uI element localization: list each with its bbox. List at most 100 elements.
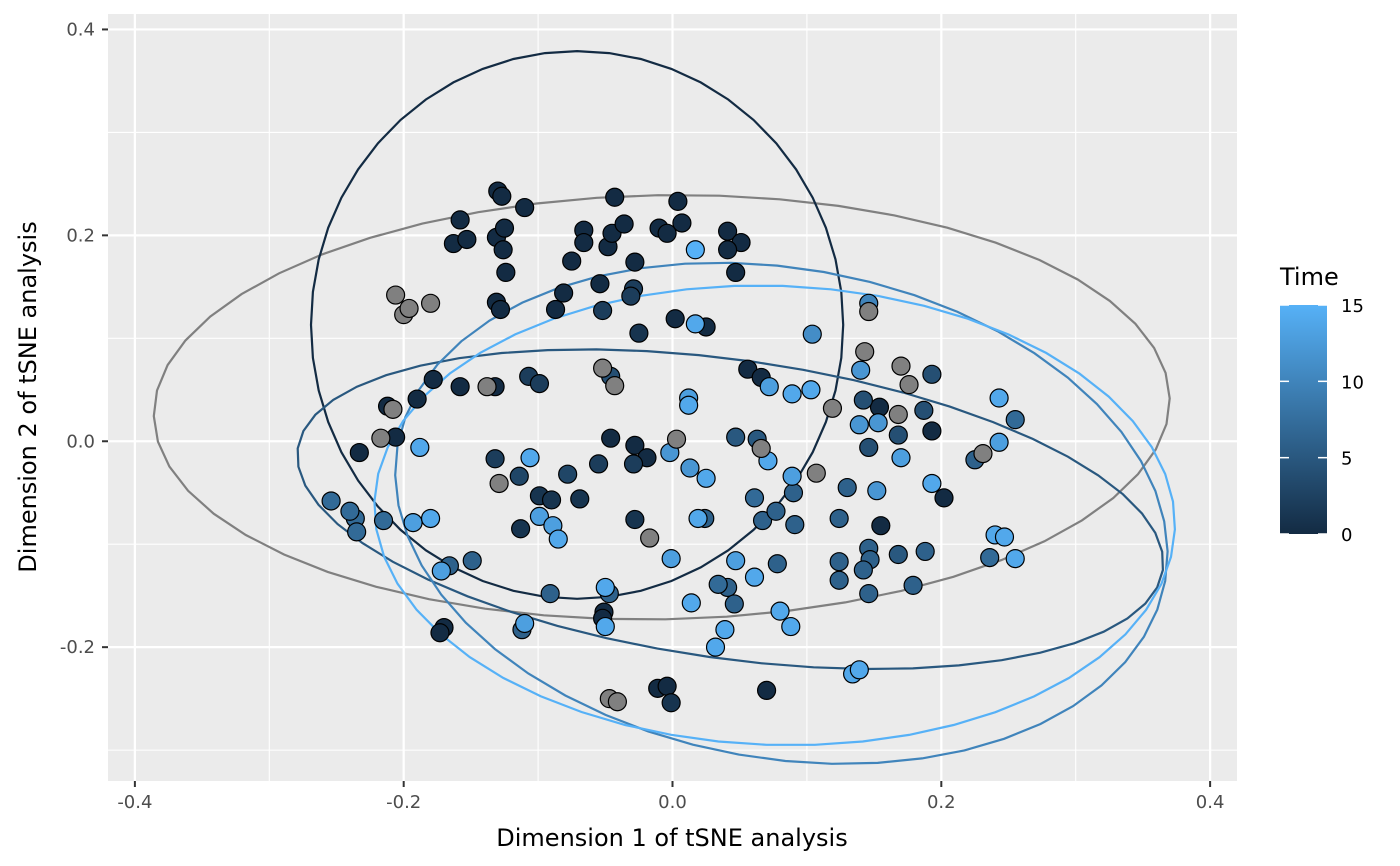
data-point <box>423 369 443 390</box>
data-point <box>973 444 993 464</box>
ellipse-time-5 <box>296 348 1165 671</box>
data-point <box>718 240 738 260</box>
data-point <box>496 262 516 283</box>
data-point <box>492 186 512 206</box>
data-point <box>899 375 919 395</box>
data-point <box>529 506 550 527</box>
data-point <box>672 213 692 233</box>
data-point <box>515 613 535 634</box>
data-point <box>914 400 934 420</box>
data-point <box>373 510 394 531</box>
data-point <box>934 488 954 508</box>
data-point <box>849 660 869 680</box>
data-point <box>806 463 826 483</box>
data-point <box>759 377 779 397</box>
data-point <box>801 380 821 400</box>
data-point <box>450 377 470 397</box>
data-point <box>867 481 887 501</box>
data-point <box>657 676 677 696</box>
data-point <box>494 218 515 238</box>
data-point <box>614 214 634 234</box>
data-point <box>430 623 450 643</box>
data-point <box>657 223 677 243</box>
y-axis: -0.2 0.0 0.2 0.4 <box>60 19 108 658</box>
y-tick-label: 0.2 <box>66 225 95 246</box>
legend-title: Time <box>1279 263 1339 291</box>
data-point <box>726 262 746 283</box>
data-point <box>666 429 687 449</box>
data-point <box>623 454 644 474</box>
x-tick-label: 0.2 <box>927 792 956 813</box>
data-point <box>903 575 923 595</box>
x-tick-label: -0.4 <box>117 792 152 813</box>
data-point <box>410 437 430 458</box>
data-point <box>785 515 805 535</box>
data-point <box>625 435 645 455</box>
data-point <box>545 299 566 320</box>
data-point <box>859 301 879 322</box>
data-point <box>420 508 441 529</box>
data-point <box>540 584 560 604</box>
data-point <box>696 468 716 488</box>
data-point <box>766 501 786 521</box>
data-point <box>837 477 857 498</box>
data-point <box>715 620 735 640</box>
data-point <box>726 427 746 447</box>
data-point <box>509 466 529 486</box>
y-tick-label: 0.0 <box>66 431 95 452</box>
data-point <box>888 425 908 445</box>
data-point <box>621 286 641 306</box>
data-point <box>590 274 610 294</box>
data-point <box>625 252 645 272</box>
data-point <box>403 512 423 533</box>
data-point <box>665 309 685 329</box>
legend-colorbar <box>1280 305 1327 534</box>
data-point <box>477 377 497 397</box>
data-point <box>321 491 341 511</box>
data-point <box>871 516 891 536</box>
data-point <box>493 240 513 260</box>
data-point <box>783 483 804 503</box>
data-point <box>726 551 746 571</box>
data-point <box>724 594 744 614</box>
data-point <box>744 567 765 587</box>
data-point <box>625 509 645 530</box>
data-point <box>607 692 627 712</box>
data-point <box>1005 549 1025 569</box>
data-point <box>891 448 911 468</box>
data-point <box>680 458 700 478</box>
data-point <box>829 570 849 590</box>
data-point <box>681 593 701 613</box>
data-point <box>595 577 615 598</box>
x-tick-label: 0.0 <box>658 792 687 813</box>
data-point <box>685 314 705 334</box>
data-point <box>688 508 708 529</box>
data-point <box>349 442 369 463</box>
data-point <box>605 376 625 396</box>
data-point <box>661 693 681 713</box>
data-point <box>570 489 590 509</box>
data-point <box>450 210 470 230</box>
data-point <box>767 554 787 574</box>
data-point <box>371 428 391 448</box>
data-point <box>744 488 765 508</box>
data-point <box>989 432 1009 452</box>
data-point <box>383 399 403 419</box>
data-point <box>595 616 615 637</box>
data-point <box>601 428 621 448</box>
data-point <box>829 552 849 572</box>
data-point <box>868 413 888 433</box>
data-point <box>420 293 441 313</box>
data-point <box>855 342 875 362</box>
data-point <box>782 384 802 404</box>
y-tick-label: -0.2 <box>60 637 95 658</box>
data-point <box>515 197 535 218</box>
data-point <box>781 616 801 637</box>
data-point <box>994 527 1015 547</box>
data-point <box>922 421 942 441</box>
data-point <box>548 529 568 549</box>
data-point <box>708 574 728 594</box>
data-point <box>915 541 935 562</box>
data-point <box>640 528 660 548</box>
data-point <box>859 437 879 458</box>
